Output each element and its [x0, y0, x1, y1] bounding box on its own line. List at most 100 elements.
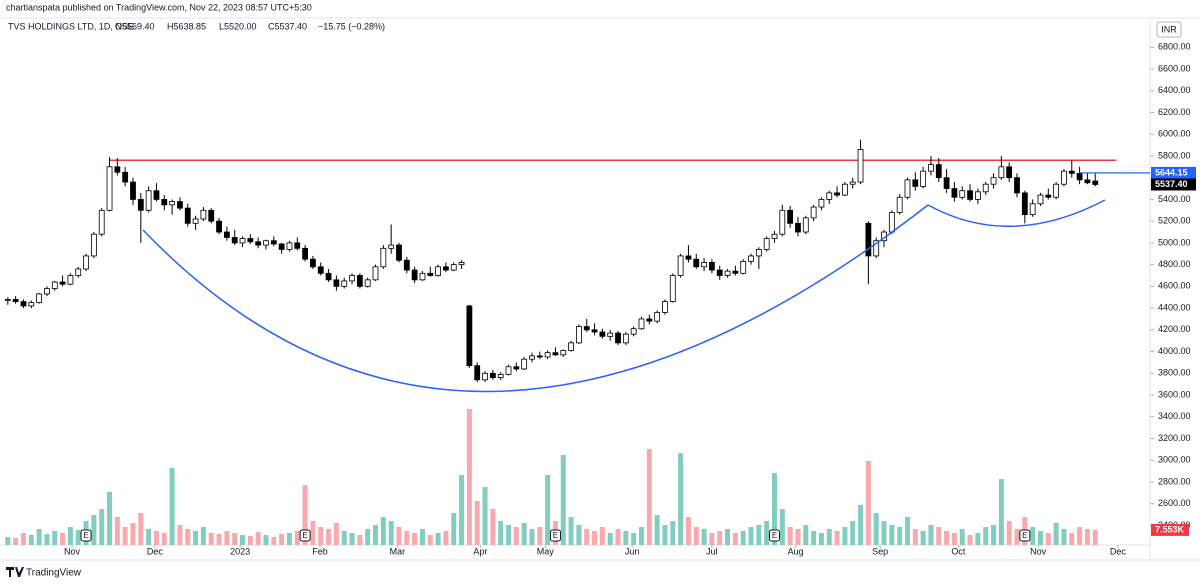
candle-body [928, 164, 934, 172]
volume-bar [842, 527, 848, 545]
y-tick-label: 4000.00 [1158, 346, 1191, 356]
legend-change: −15.75 (−0.28%) [318, 21, 385, 31]
candle-body [990, 177, 997, 185]
candle-body [364, 279, 371, 287]
candle-body [388, 244, 395, 249]
candle-body [787, 209, 794, 224]
candle-body [59, 281, 66, 285]
candle-body [145, 190, 152, 211]
volume-bar [717, 531, 723, 545]
candle-body [294, 242, 301, 249]
y-tick-label: 5200.00 [1158, 216, 1191, 226]
candle-body [169, 201, 176, 206]
candle-body [841, 183, 848, 196]
volume-bar [764, 521, 770, 545]
candle-body [98, 209, 105, 235]
price-line-badge [1151, 166, 1196, 179]
volume-bar [1006, 521, 1012, 545]
volume-bar [693, 527, 699, 545]
candle-body [998, 166, 1005, 179]
candle-body [935, 164, 942, 179]
volume-bar [326, 529, 332, 545]
candle-body [771, 233, 778, 239]
volume-bar [771, 473, 777, 545]
candle-body [740, 260, 747, 274]
candle-body [349, 275, 355, 282]
candle-body [552, 352, 559, 356]
volume-bar [1069, 533, 1075, 545]
candle-body [826, 192, 833, 200]
candle-body [834, 192, 840, 196]
candle-body [302, 247, 309, 260]
candle-body [317, 266, 324, 274]
volume-bar [795, 529, 801, 545]
candle-body [1045, 194, 1052, 198]
x-tick-label: May [537, 546, 555, 556]
volume-bar [756, 525, 762, 545]
candle-body [20, 301, 27, 307]
earnings-marker [80, 529, 92, 542]
volume-bar [107, 492, 113, 545]
candle-body [896, 196, 903, 213]
candle-body [568, 342, 574, 351]
candle-body [1006, 166, 1013, 179]
volume-bar [576, 525, 582, 545]
candle-body [310, 258, 316, 268]
volume-bar [99, 509, 105, 545]
earnings-marker [299, 529, 311, 542]
y-tick-label: 3200.00 [1158, 433, 1191, 443]
candle-body [693, 258, 700, 268]
candle-body [231, 237, 238, 244]
volume-bar [459, 475, 465, 545]
x-tick-label: Nov [64, 546, 81, 556]
candle-body [263, 240, 269, 246]
volume-bar [920, 531, 926, 545]
volume-bar [13, 538, 19, 545]
volume-bar [357, 535, 363, 545]
volume-bar [631, 533, 637, 545]
candle-body [748, 255, 754, 262]
volume-bar [944, 531, 950, 545]
earnings-label: E [302, 531, 307, 540]
candle-body [325, 272, 332, 281]
candle-body [951, 188, 958, 198]
candle-body [435, 266, 441, 276]
legend-symbol: TVS HOLDINGS LTD, 1D, NSE [8, 21, 134, 31]
candle-body [904, 179, 911, 198]
y-tick-label: 4400.00 [1158, 302, 1191, 312]
volume-bar [912, 529, 918, 545]
volume-bar [404, 531, 410, 545]
volume-bar [114, 517, 120, 545]
candle-body [888, 212, 895, 233]
candle-body [12, 298, 19, 302]
candle-body [755, 249, 762, 257]
candle-body [959, 190, 966, 198]
volume-bar [161, 533, 167, 545]
candle-body [732, 270, 739, 274]
volume-bar [670, 521, 676, 545]
volume-bar [224, 531, 230, 545]
candle-body [372, 266, 379, 281]
volume-bar [638, 527, 644, 545]
price-line-label: 5644.15 [1155, 167, 1188, 177]
volume-bar [294, 531, 300, 545]
volume-bar [263, 535, 269, 545]
candle-body [873, 240, 880, 257]
volume-bar [545, 475, 551, 545]
volume-bar [858, 505, 864, 545]
volume-bar [983, 527, 989, 545]
x-tick-label: Dec [147, 546, 164, 556]
candle-body [184, 207, 191, 224]
volume-bar [443, 531, 449, 545]
volume-bar [818, 533, 824, 545]
volume-bar [75, 530, 81, 545]
volume-bar [466, 409, 472, 545]
candle-body [654, 312, 661, 322]
candle-body [458, 262, 465, 266]
handle-curve [927, 199, 1106, 227]
candle-body [529, 355, 535, 360]
y-tick-label: 5400.00 [1158, 194, 1191, 204]
volume-bar [811, 531, 817, 545]
volume-bar [991, 525, 997, 545]
candle-body [239, 238, 246, 244]
